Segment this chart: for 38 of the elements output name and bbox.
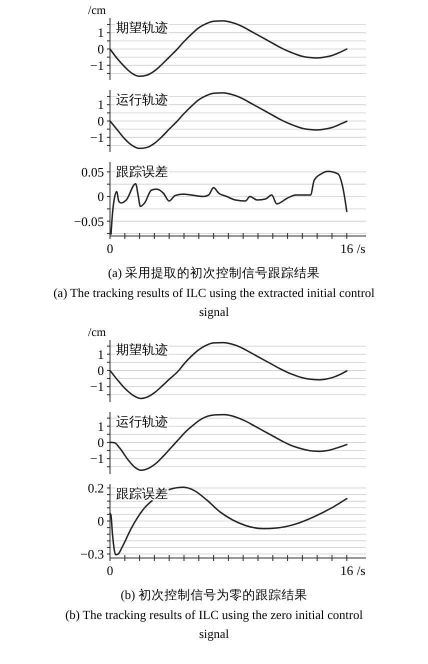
chart-title: 运行轨迹: [116, 414, 168, 429]
y-tick-label: −1: [90, 379, 104, 394]
y-axis-title: /cm: [88, 3, 107, 17]
x-tick-label: 16: [340, 563, 354, 578]
line-series: [109, 414, 348, 472]
y-tick-label: 1: [98, 346, 104, 362]
y-axis-title: /cm: [88, 325, 107, 339]
line-series: [109, 486, 348, 556]
y-tick-label: 1: [98, 97, 104, 112]
y-tick-label: 1: [98, 418, 104, 434]
text: (a) 采用提取的初次控制信号跟踪结果: [107, 265, 321, 282]
y-tick-label: 0: [98, 434, 104, 450]
line-series: [109, 20, 348, 77]
y-tick-label: 0: [98, 114, 104, 129]
y-tick-label: 0: [98, 189, 104, 204]
y-tick-label: −1: [90, 451, 104, 466]
y-tick-label: 0.05: [81, 164, 104, 180]
y-tick-label: −0.3: [80, 546, 104, 562]
text: (b) The tracking results of ILC using the zero initial control signal: [64, 607, 364, 643]
chart-title: 期望轨迹: [116, 20, 168, 35]
y-tick-label: 1: [98, 25, 104, 40]
line-series: [109, 92, 348, 150]
x-axis-title: /s: [356, 563, 366, 578]
x-tick-label: 16: [340, 241, 354, 256]
chart-title: 期望轨迹: [116, 342, 168, 357]
y-tick-label: −0.05: [74, 214, 104, 229]
y-tick-label: 0: [98, 362, 104, 378]
y-tick-label: −1: [90, 58, 104, 73]
y-tick-label: 0: [98, 42, 104, 57]
chart-title: 跟踪误差: [116, 164, 168, 179]
text: (a) The tracking results of ILC using the extracted initial control signal: [52, 285, 376, 321]
y-tick-label: −1: [90, 130, 104, 145]
x-axis-title: /s: [356, 241, 366, 256]
y-tick-label: 0: [98, 514, 104, 529]
y-tick-label: 0.2: [88, 480, 104, 496]
chart-title: 运行轨迹: [116, 92, 168, 107]
text: (b) 初次控制信号为零的跟踪结果: [120, 587, 308, 604]
line-series: [109, 342, 348, 400]
